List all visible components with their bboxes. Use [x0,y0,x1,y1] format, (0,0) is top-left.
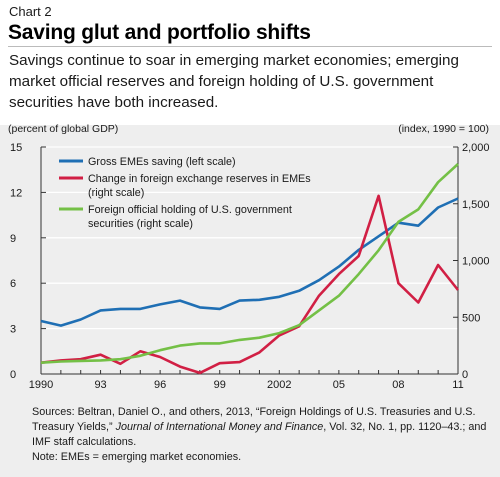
series-line-3 [40,163,459,364]
x-tick-label: 1990 [29,379,53,391]
left-tick-label: 0 [10,369,16,381]
sources-text: Sources: Beltran, Daniel O., and others,… [32,405,487,450]
legend-label-line: (right scale) [88,187,144,199]
x-tick-label: 99 [214,379,226,391]
sources-suffix: , Vol. 32, No. 1, pp. 1120–43.; and IMF … [32,421,487,448]
legend-label-line: Gross EMEs saving (left scale) [88,156,236,168]
x-tick-label: 2002 [267,379,291,391]
right-tick-label: 1,000 [462,256,490,268]
title-rule [8,46,492,47]
line-chart: 0 3 6 9 12 15 0 500 1,000 1,500 2,000 1990 93 96 99 200… [8,123,490,391]
left-tick-label: 9 [10,233,16,245]
legend-label-line: securities (right scale) [88,218,193,230]
x-tick-label: 11 [452,379,463,391]
right-axis-label: (index, 1990 = 100) [398,123,489,135]
sources-prefix: Sources: Beltran, Daniel O., and others,… [32,406,476,433]
legend-label-1: Gross EMEs saving (left scale) [88,156,236,168]
left-axis-label: (percent of global GDP) [8,123,118,135]
plot-background [41,147,458,374]
x-tick-label: 96 [154,379,166,391]
note-text: Note: EMEs = emerging market economies. [32,451,242,463]
right-tick-label: 500 [462,312,480,324]
right-tick-label: 2,000 [462,142,490,154]
x-tick-label: 05 [333,379,345,391]
right-tick-label: 1,500 [462,199,490,211]
plot-area: 0 3 6 9 12 15 0 500 1,000 1,500 2,000 1990 93 96 99 200… [0,120,500,400]
x-tick-label: 93 [94,379,106,391]
left-tick-label: 15 [10,142,22,154]
chart-subtitle: Savings continue to soar in emerging mar… [9,52,459,111]
series-line-1 [40,197,459,327]
chart-header: Chart 2 Saving glut and portfolio shifts… [0,0,500,125]
legend-label-2: Change in foreign exchange reserves in E… [88,173,311,199]
right-tick-label: 0 [462,369,468,381]
legend-label-3: Foreign official holding of U.S. governm… [88,204,292,230]
left-tick-label: 12 [10,187,22,199]
legend-label-line: Foreign official holding of U.S. governm… [88,204,292,216]
chart-title: Saving glut and portfolio shifts [8,21,311,44]
left-tick-label: 6 [10,278,16,290]
x-tick-label: 08 [392,379,404,391]
left-tick-label: 3 [10,324,16,336]
chart-number: Chart 2 [9,4,52,19]
legend-label-line: Change in foreign exchange reserves in E… [88,173,311,185]
sources-journal: Journal of International Money and Finan… [115,421,324,433]
